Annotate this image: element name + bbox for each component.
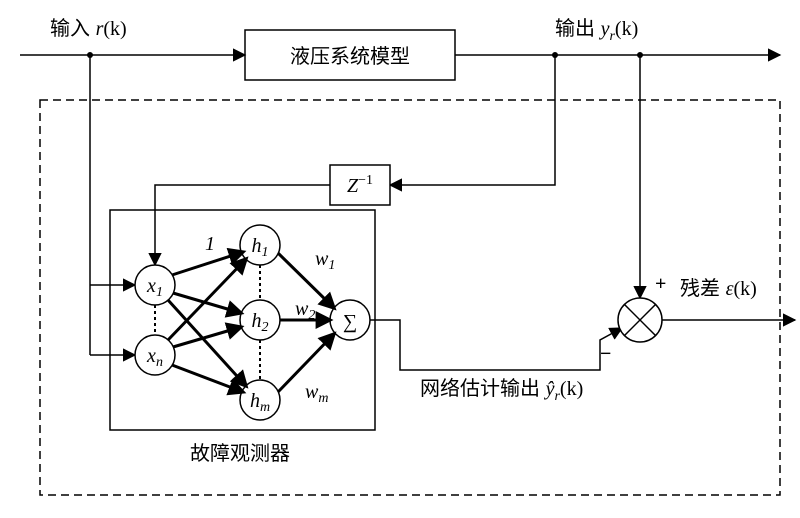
input-label: 输入 r(k) [50,17,127,40]
sum-to-comparator [370,320,622,370]
plus-sign: + [655,273,666,295]
w1-label: w1 [315,248,335,273]
minus-sign: − [600,343,611,365]
edge-1-label: 1 [205,233,215,255]
model-box-label: 液压系统模型 [290,45,410,68]
w2-label: w2 [295,298,315,323]
edge-x1-h2 [173,293,241,313]
edge-x1-hm [168,300,246,386]
observer-label: 故障观测器 [190,442,290,465]
output-label: 输出 yr(k) [555,17,638,44]
net-estimate-label: 网络估计输出 ŷr(k) [420,377,583,404]
wm-label: wm [305,381,328,406]
node-sum-label: ∑ [343,311,357,333]
residual-label: 残差 ε(k) [680,277,757,300]
